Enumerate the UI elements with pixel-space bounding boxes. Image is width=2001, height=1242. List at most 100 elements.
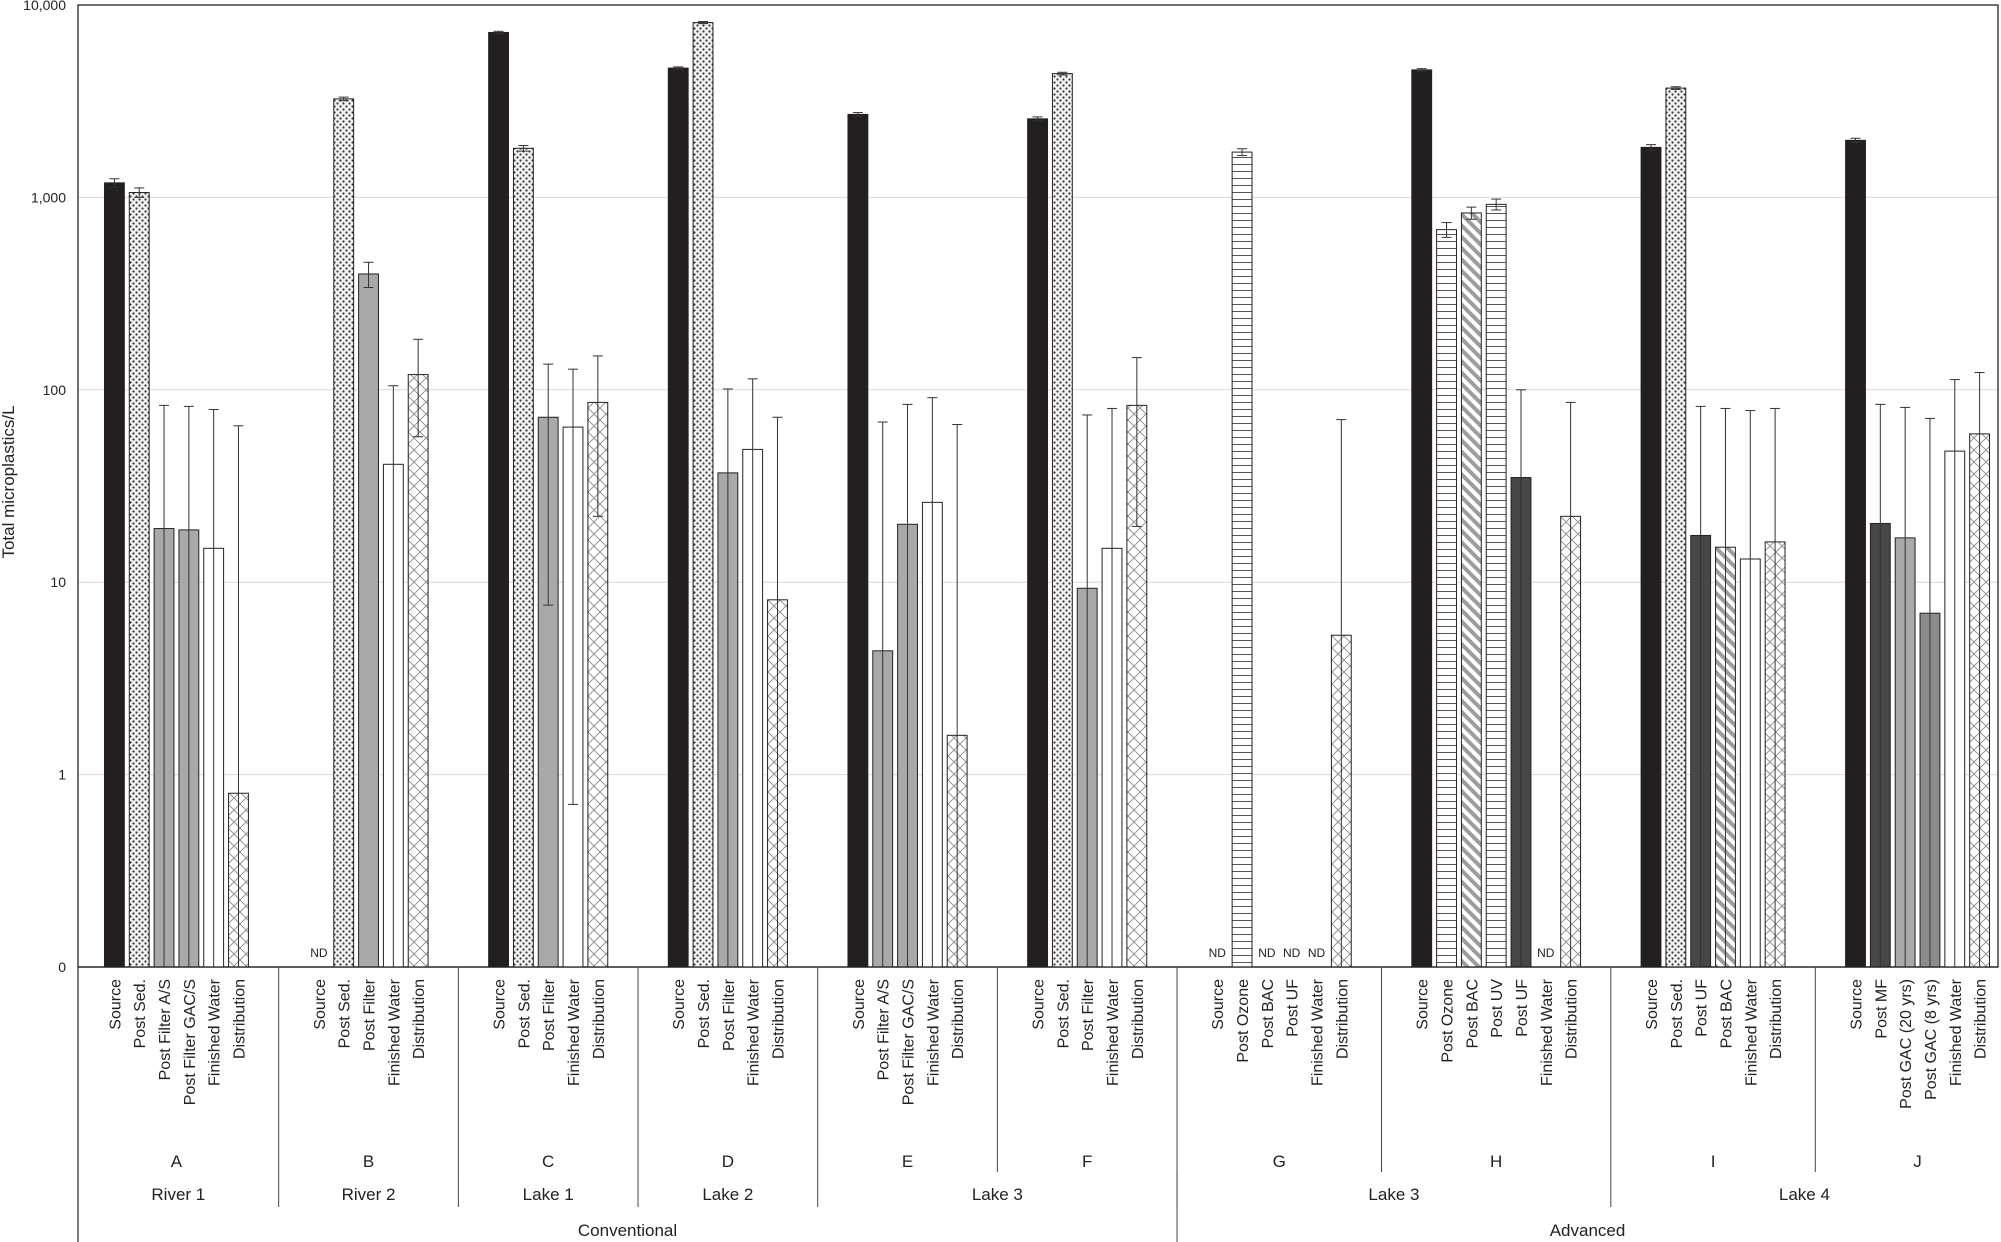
x-tick-label: Post Sed.: [1055, 979, 1072, 1048]
x-tick-label: Post Ozone: [1440, 979, 1457, 1063]
x-tick-label: Source: [1849, 979, 1866, 1030]
bar: [692, 22, 714, 968]
x-tick-label: Source: [851, 979, 868, 1030]
source-group-label: Lake 3: [972, 1185, 1023, 1204]
bar: [103, 182, 125, 968]
y-tick-label: 100: [43, 382, 67, 398]
nd-label: ND: [1209, 946, 1227, 960]
x-tick-label: Distribution: [1564, 979, 1581, 1059]
plant-label: E: [902, 1152, 913, 1171]
x-tick-label: Post UF: [1514, 979, 1531, 1037]
bars: ND ND ND ND ND ND: [103, 21, 1991, 968]
x-tick-label: Post Sed.: [132, 979, 149, 1048]
x-tick-label: Post Filter A/S: [876, 979, 893, 1080]
x-axis: Source Post Sed. Post Filter A/S Post Filte…: [77, 966, 1998, 1242]
bar: [1845, 139, 1866, 968]
x-tick-label: Source: [1644, 979, 1661, 1030]
x-tick-label: Post Sed.: [1669, 979, 1686, 1048]
bar: [358, 273, 379, 968]
x-tick-label: Post BAC: [1718, 979, 1735, 1048]
x-tick-label: Finished Water: [386, 978, 403, 1086]
x-tick-label: Post UV: [1489, 979, 1506, 1038]
x-tick-label: Post Filter A/S: [157, 979, 174, 1080]
plant-label: J: [1913, 1152, 1922, 1171]
x-tick-label: Distribution: [1130, 979, 1147, 1059]
x-tick-label: Distribution: [411, 979, 428, 1059]
x-tick-label: Source: [1210, 979, 1227, 1030]
y-tick-label: 10,000: [23, 0, 66, 13]
bar: [1411, 69, 1433, 968]
plant-label: C: [542, 1152, 554, 1171]
plant-label: H: [1490, 1152, 1502, 1171]
x-tick-label: Distribution: [1334, 979, 1351, 1059]
y-tick-label: 1: [58, 767, 66, 783]
x-tick-label: Finished Water: [1948, 978, 1965, 1086]
x-tick-label: Finished Water: [1105, 978, 1122, 1086]
nd-label: ND: [1537, 946, 1555, 960]
bar: [512, 147, 534, 968]
y-tick-label: 10: [50, 574, 66, 590]
nd-label: ND: [1308, 946, 1326, 960]
nd-label: ND: [1258, 946, 1276, 960]
x-tick-label: Post Filter: [541, 978, 558, 1051]
x-tick-label: Source: [1415, 979, 1432, 1030]
bar: [488, 31, 509, 968]
nd-label: ND: [1283, 946, 1301, 960]
x-tick-label: Finished Water: [566, 978, 583, 1086]
x-tick-label: Distribution: [1768, 979, 1785, 1059]
bar: [1436, 229, 1457, 968]
bar: [847, 113, 869, 968]
y-tick-label: 1,000: [31, 189, 66, 205]
x-tick-label: Post Filter: [721, 978, 738, 1051]
x-tick-label: Source: [492, 979, 509, 1030]
plant-label: A: [171, 1152, 183, 1171]
bar: [1485, 203, 1507, 968]
nd-label: ND: [310, 946, 328, 960]
y-tick-label: 0: [58, 959, 66, 975]
source-group-label: Lake 2: [702, 1185, 753, 1204]
bar: [1665, 87, 1687, 968]
bar: [1051, 73, 1073, 968]
x-tick-label: Post Filter: [1080, 978, 1097, 1051]
y-axis-label: Total microplastics/L: [0, 405, 18, 558]
bar: [667, 67, 689, 968]
bar: [1640, 146, 1662, 968]
plant-label: B: [363, 1152, 374, 1171]
x-tick-label: Post Sed.: [337, 979, 354, 1048]
x-tick-label: Distribution: [591, 979, 608, 1059]
x-tick-label: Source: [671, 979, 688, 1030]
x-tick-label: Post MF: [1873, 979, 1890, 1039]
treatment-group-label: Advanced: [1550, 1221, 1626, 1240]
bar: [1027, 118, 1048, 968]
x-tick-label: Finished Water: [1310, 978, 1327, 1086]
bar: [1460, 212, 1482, 968]
x-tick-label: Post UF: [1694, 979, 1711, 1037]
x-tick-label: Post Sed.: [696, 979, 713, 1048]
x-tick-label: Finished Water: [1743, 978, 1760, 1086]
x-tick-label: Finished Water: [746, 978, 763, 1086]
x-tick-label: Source: [107, 979, 124, 1030]
x-tick-label: Post Filter: [362, 978, 379, 1051]
source-group-label: Lake 1: [523, 1185, 574, 1204]
x-tick-label: Finished Water: [1539, 978, 1556, 1086]
x-tick-label: Post UF: [1285, 979, 1302, 1037]
x-tick-label: Distribution: [770, 979, 787, 1059]
bar: [1231, 151, 1253, 968]
x-tick-label: Source: [1031, 979, 1048, 1030]
plant-label: D: [722, 1152, 734, 1171]
source-group-label: River 1: [151, 1185, 205, 1204]
x-tick-label: Distribution: [950, 979, 967, 1059]
bar: [333, 98, 355, 968]
bar: [128, 192, 150, 968]
x-tick-label: Post Ozone: [1235, 979, 1252, 1063]
x-tick-label: Distribution: [1973, 979, 1990, 1059]
plant-label: F: [1082, 1152, 1092, 1171]
plant-label: G: [1273, 1152, 1286, 1171]
x-tick-label: Finished Water: [207, 978, 224, 1086]
x-tick-label: Post Filter GAC/S: [182, 979, 199, 1105]
treatment-group-label: Conventional: [578, 1221, 677, 1240]
source-group-label: Lake 3: [1368, 1185, 1419, 1204]
x-tick-label: Post BAC: [1260, 979, 1277, 1048]
x-tick-label: Post GAC (20 yrs): [1898, 979, 1915, 1109]
